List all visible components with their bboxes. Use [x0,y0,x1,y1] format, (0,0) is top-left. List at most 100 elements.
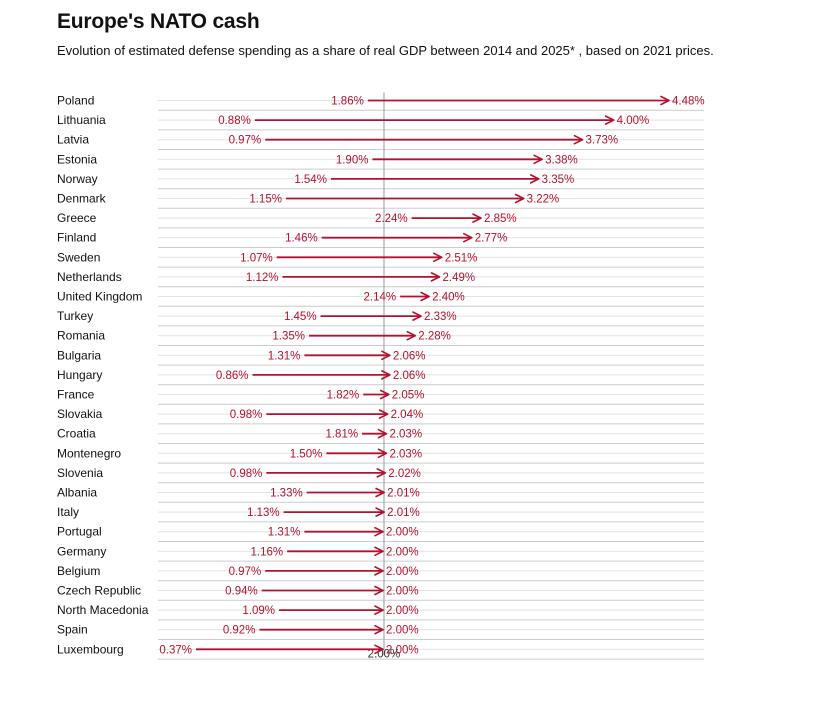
start-value-label: 0.97% [229,566,262,578]
start-value-label: 1.12% [246,272,279,284]
end-value-label: 2.05% [392,390,425,402]
start-value-label: 0.98% [230,468,263,480]
row-estonia: Estonia 1.90% 3.38% [57,152,578,166]
row-denmark: Denmark 1.15% 3.22% [57,192,559,206]
row-czech-republic: Czech Republic 0.94% 2.00% [57,584,419,598]
row-hungary: Hungary 0.86% 2.06% [57,368,426,382]
start-value-label: 1.13% [247,507,280,519]
country-label: Croatia [57,427,96,441]
row-luxembourg: Luxembourg 0.37% 2.00% [57,642,419,656]
chart-subtitle: Evolution of estimated defense spending … [57,43,714,58]
start-value-label: 1.82% [327,390,360,402]
country-label: Turkey [57,309,93,323]
country-label: Latvia [57,133,89,147]
start-value-label: 1.07% [240,252,273,264]
end-value-label: 2.85% [484,213,517,225]
row-sweden: Sweden 1.07% 2.51% [57,250,477,264]
country-label: Montenegro [57,446,121,460]
country-label: Norway [57,172,98,186]
country-label: Romania [57,329,105,343]
row-montenegro: Montenegro 1.50% 2.03% [57,446,422,460]
end-value-label: 2.00% [386,586,419,598]
country-label: Portugal [57,525,102,539]
end-value-label: 2.04% [391,409,424,421]
country-label: Greece [57,211,97,225]
end-value-label: 2.33% [424,311,457,323]
start-value-label: 0.98% [230,409,263,421]
row-greece: Greece 2.24% 2.85% [57,211,517,225]
row-finland: Finland 1.46% 2.77% [57,231,507,245]
row-slovenia: Slovenia 0.98% 2.02% [57,466,421,480]
start-value-label: 1.15% [249,194,282,206]
start-value-label: 0.94% [225,586,258,598]
start-value-label: 1.35% [272,331,305,343]
start-value-label: 2.14% [364,292,397,304]
country-label: Czech Republic [57,584,141,598]
row-belgium: Belgium 0.97% 2.00% [57,564,419,578]
start-value-label: 1.09% [242,605,275,617]
country-label: Germany [57,544,106,558]
country-label: Finland [57,231,96,245]
end-value-label: 4.00% [617,115,650,127]
chart-title: Europe's NATO cash [57,10,260,33]
end-value-label: 2.00% [386,546,419,558]
country-label: Slovakia [57,407,103,421]
row-albania: Albania 1.33% 2.01% [57,486,420,500]
country-label: Poland [57,94,94,108]
end-value-label: 2.00% [386,566,419,578]
start-value-label: 1.45% [284,311,317,323]
row-portugal: Portugal 1.31% 2.00% [57,525,419,539]
row-lithuania: Lithuania 0.88% 4.00% [57,113,649,127]
row-italy: Italy 1.13% 2.01% [57,505,420,519]
start-value-label: 1.50% [290,448,323,460]
row-spain: Spain 0.92% 2.00% [57,623,419,637]
start-value-label: 1.31% [268,527,301,539]
end-value-label: 2.00% [386,527,419,539]
start-value-label: 0.37% [159,644,192,656]
start-value-label: 1.46% [285,233,318,245]
country-label: Slovenia [57,466,103,480]
row-germany: Germany 1.16% 2.00% [57,544,419,558]
row-poland: Poland 1.86% 4.48% [57,94,705,108]
row-latvia: Latvia 0.97% 3.73% [57,133,618,147]
start-value-label: 0.92% [223,625,256,637]
end-value-label: 2.40% [432,292,465,304]
end-value-label: 2.00% [386,625,419,637]
end-value-label: 2.03% [389,429,422,441]
row-france: France 1.82% 2.05% [57,388,424,402]
country-label: North Macedonia [57,603,149,617]
country-label: Netherlands [57,270,122,284]
row-north-macedonia: North Macedonia 1.09% 2.00% [57,603,419,617]
end-value-label: 3.38% [545,154,578,166]
row-united-kingdom: United Kingdom 2.14% 2.40% [57,290,465,304]
start-value-label: 0.88% [218,115,251,127]
row-croatia: Croatia 1.81% 2.03% [57,427,422,441]
end-value-label: 2.01% [387,488,420,500]
row-norway: Norway 1.54% 3.35% [57,172,574,186]
country-label: Bulgaria [57,348,101,362]
data-rows: Poland 1.86% 4.48% Lithuania 0.88% 4.00% Latvi… [57,94,705,657]
row-bulgaria: Bulgaria 1.31% 2.06% [57,348,426,362]
country-label: Sweden [57,250,100,264]
end-value-label: 2.49% [442,272,475,284]
country-label: Spain [57,623,88,637]
row-netherlands: Netherlands 1.12% 2.49% [57,270,475,284]
end-value-label: 2.00% [386,605,419,617]
end-value-label: 2.06% [393,370,426,382]
start-value-label: 0.86% [216,370,249,382]
end-value-label: 3.73% [586,135,619,147]
start-value-label: 1.86% [331,96,364,108]
end-value-label: 2.00% [386,644,419,656]
start-value-label: 1.33% [270,488,303,500]
end-value-label: 2.28% [418,331,451,343]
end-value-label: 2.02% [388,468,421,480]
end-value-label: 3.22% [527,194,560,206]
start-value-label: 1.90% [336,154,369,166]
country-label: Albania [57,486,97,500]
row-slovakia: Slovakia 0.98% 2.04% [57,407,423,421]
start-value-label: 1.16% [251,546,284,558]
row-turkey: Turkey 1.45% 2.33% [57,309,457,323]
end-value-label: 2.51% [445,252,478,264]
row-romania: Romania 1.35% 2.28% [57,329,451,343]
